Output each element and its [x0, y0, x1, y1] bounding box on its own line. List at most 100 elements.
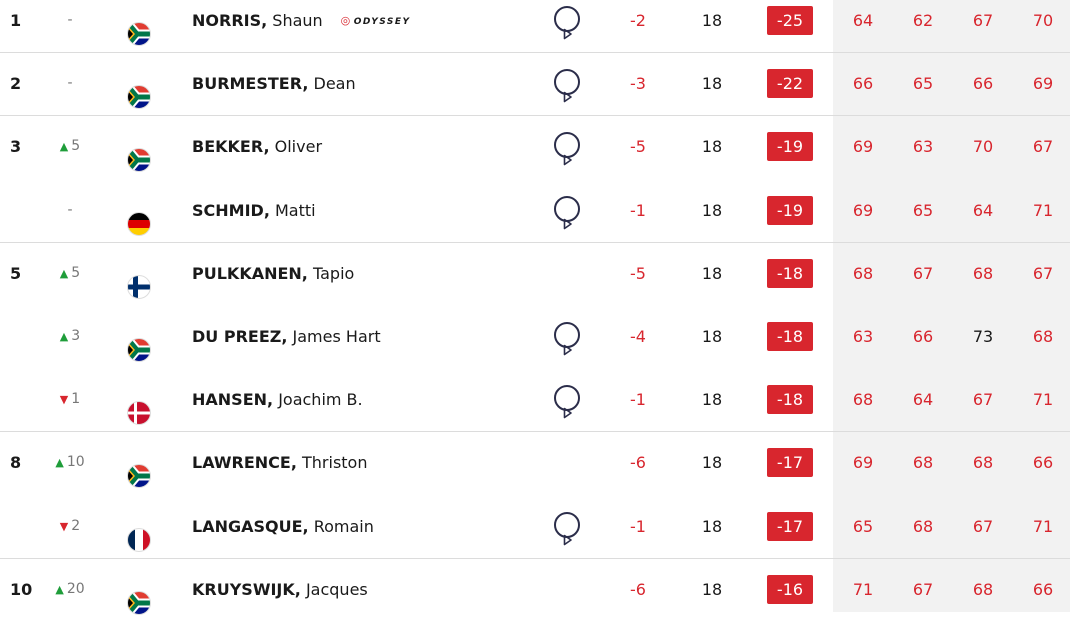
round-score: 68 [972, 579, 994, 599]
round-score: 67 [972, 11, 994, 30]
round-score: 66 [912, 327, 934, 346]
round-score: 69 [852, 137, 874, 157]
flag [127, 578, 151, 615]
round-score: 68 [912, 453, 934, 473]
thru: 18 [701, 516, 723, 536]
movement-value: 3 [71, 328, 81, 344]
play-button[interactable] [554, 132, 580, 166]
play-button[interactable] [554, 195, 580, 229]
total-score: -19 [767, 195, 813, 225]
total-score: -17 [767, 448, 813, 478]
arrow-up: ▲ [59, 330, 69, 343]
rounds-background [833, 0, 1070, 612]
player-name: SCHMID, Matti [192, 179, 316, 242]
thru: 18 [701, 137, 723, 157]
movement: ▲ 10 [52, 431, 88, 494]
player-row: 5 ▲ 5 PULKKANEN, Tapio -5 18 -18 68 67 68 67 [0, 242, 1070, 305]
round-score: 63 [912, 137, 934, 157]
arrow-down: ▼ [59, 519, 69, 533]
last-name: BURMESTER, [192, 74, 309, 94]
flag-icon [127, 211, 151, 236]
position: 3 [10, 137, 22, 157]
flag-icon [127, 85, 151, 110]
player-name: BURMESTER, Dean [192, 52, 356, 115]
arrow-up: ▲ [59, 140, 69, 154]
movement-value: 1 [71, 391, 81, 408]
round-score: 67 [912, 579, 934, 599]
play-button[interactable] [554, 6, 580, 40]
flag [127, 515, 151, 552]
round-score: 69 [852, 200, 874, 220]
play-button[interactable] [554, 322, 580, 356]
movement: - [52, 179, 88, 242]
round-score: 65 [912, 74, 934, 94]
flag [127, 325, 151, 362]
player-row: ▲ 3 DU PREEZ, James Hart -4 18 -18 63 66 73 68 [0, 305, 1070, 368]
round-score: 66 [1032, 579, 1054, 599]
first-name: Dean [313, 74, 356, 94]
position: 5 [10, 263, 22, 283]
last-name: NORRIS, [192, 11, 268, 30]
play-button[interactable] [554, 511, 580, 545]
movement-value: 5 [71, 264, 81, 281]
player-row: ▼ 2 LANGASQUE, Romain -1 18 -17 65 68 67 71 [0, 495, 1070, 559]
total-score: -22 [767, 69, 813, 99]
last-name: LAWRENCE, [192, 453, 297, 473]
round-score: 64 [912, 390, 934, 410]
round-score: 67 [1032, 263, 1054, 283]
round-score: 67 [972, 390, 994, 410]
player-row: 3 ▲ 5 BEKKER, Oliver -5 18 -19 69 63 70 67 [0, 115, 1070, 178]
player-row: 10 ▲ 20 KRUYSWIJK, Jacques -6 18 -16 71 67 68 66 [0, 558, 1070, 621]
round-score: 67 [912, 263, 934, 283]
arrow-up: ▲ [55, 456, 64, 470]
total-score: -17 [767, 511, 813, 541]
flag [127, 388, 151, 426]
first-name: Tapio [312, 263, 355, 283]
play-button[interactable] [554, 69, 580, 103]
player-name: LANGASQUE, Romain [192, 495, 374, 558]
player-name: PULKKANEN, Tapio [192, 242, 354, 305]
round-score: 69 [1032, 74, 1054, 94]
player-row: ▼ 1 HANSEN, Joachim B. -1 18 -18 68 64 67 71 [0, 368, 1070, 433]
arrow-up: ▲ [59, 266, 69, 280]
first-name: James Hart [292, 327, 381, 346]
last-name: LANGASQUE, [192, 516, 309, 536]
movement-value: 20 [66, 580, 85, 597]
movement-value: 2 [71, 517, 81, 534]
flag-icon [127, 527, 151, 552]
flag-icon [127, 401, 151, 426]
last-name: BEKKER, [192, 137, 270, 157]
player-name: HANSEN, Joachim B. [192, 368, 363, 431]
last-name: SCHMID, [192, 200, 270, 220]
last-name: HANSEN, [192, 390, 274, 410]
round-score: 69 [852, 453, 874, 473]
first-name: Shaun [272, 11, 323, 30]
player-name: NORRIS, Shaun ◎ ODYSSEY [192, 0, 411, 52]
round-score: 70 [1032, 11, 1054, 30]
movement-value: 5 [71, 138, 81, 155]
first-name: Matti [274, 200, 316, 220]
first-name: Romain [313, 516, 374, 536]
flag [127, 9, 151, 46]
today-score: -3 [630, 74, 646, 94]
first-name: Oliver [274, 137, 323, 157]
round-score: 65 [912, 200, 934, 220]
last-name: DU PREEZ, [192, 327, 288, 346]
round-score: 67 [972, 516, 994, 536]
player-name: BEKKER, Oliver [192, 115, 322, 178]
today-score: -1 [630, 200, 646, 220]
round-score: 66 [1032, 453, 1054, 473]
total-score: -19 [767, 132, 813, 162]
first-name: Thriston [302, 453, 368, 473]
movement-value: 10 [66, 454, 85, 471]
movement: ▲ 5 [52, 115, 88, 178]
round-score: 70 [972, 137, 994, 157]
play-button[interactable] [554, 385, 580, 419]
round-score: 68 [912, 516, 934, 536]
play-icon [563, 344, 572, 356]
thru: 18 [701, 579, 723, 599]
play-icon [563, 28, 572, 40]
sponsor-logo: ◎ ODYSSEY [341, 14, 411, 27]
play-icon [563, 155, 572, 166]
play-icon [563, 534, 572, 545]
